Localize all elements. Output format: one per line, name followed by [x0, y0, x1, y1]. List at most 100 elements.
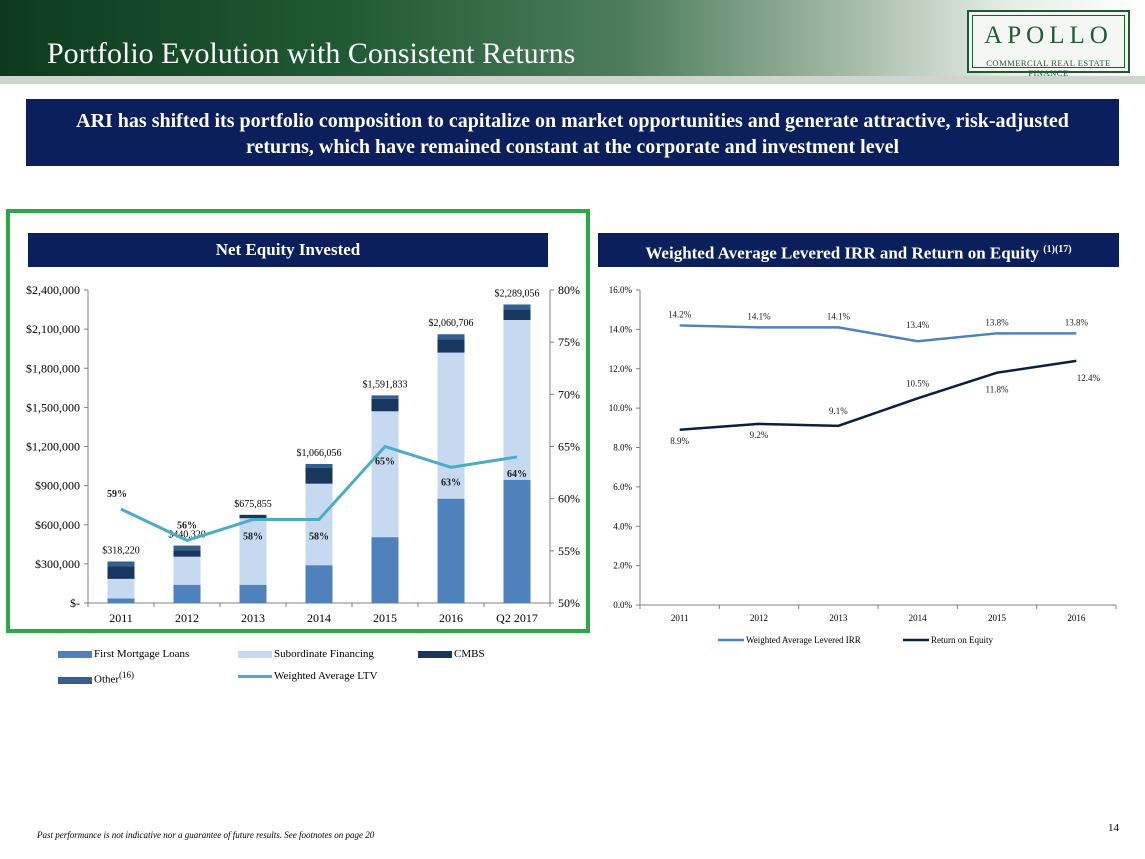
x-tick-label: 2013	[829, 613, 848, 623]
roe-label: 9.2%	[750, 430, 769, 440]
total-label: $318,220	[102, 545, 140, 556]
irr-roe-title-text: Weighted Average Levered IRR and Return …	[645, 243, 1040, 263]
title-divider	[0, 76, 1145, 84]
y-tick-label: $900,000	[35, 479, 80, 493]
page-title: Portfolio Evolution with Consistent Retu…	[47, 37, 576, 70]
x-tick-label: 2014	[307, 611, 331, 625]
logo-tagline: COMMERCIAL REAL ESTATE FINANCE	[986, 58, 1111, 78]
irr-roe-title: Weighted Average Levered IRR and Return …	[598, 233, 1119, 267]
bar-first-mortgage	[173, 584, 201, 603]
ltv-label: 58%	[309, 532, 329, 543]
total-label: $2,060,706	[429, 318, 474, 329]
y-tick-label: $2,400,000	[26, 283, 80, 297]
ltv-line	[120, 444, 518, 543]
legend-other: Other(16)	[58, 670, 134, 686]
legend-swatch	[58, 650, 92, 658]
y-tick-label: 8.0%	[613, 443, 632, 453]
bar-other	[173, 545, 201, 551]
legend-swatch	[418, 650, 452, 658]
legend-label: Weighted Average LTV	[274, 670, 378, 682]
roe-label: 11.8%	[986, 385, 1009, 395]
y-tick-label: $1,500,000	[26, 400, 80, 414]
bar-first-mortgage	[503, 479, 531, 603]
bar-cmbs	[371, 398, 399, 412]
irr-line	[679, 324, 1077, 343]
roe-line	[679, 359, 1077, 432]
bar-cmbs	[305, 468, 333, 484]
logo-wordmark: APOLLO	[984, 22, 1113, 49]
irr-roe-chart: 0.0% 2.0% 4.0% 6.0% 8.0% 10.0% 12.0% 14.0% 16.0%…	[609, 285, 1117, 645]
y-tick-label: $1,800,000	[26, 361, 80, 375]
bar-subordinate	[173, 556, 201, 585]
bar-subordinate	[371, 411, 399, 538]
y-tick-label: 12.0%	[609, 364, 633, 374]
x-tick-label: 2011	[109, 611, 133, 625]
bar-cmbs	[437, 339, 465, 353]
footnote: Past performance is not indicative nor a…	[37, 830, 375, 840]
x-tick-label: 2016	[1067, 613, 1086, 623]
logo-frame: APOLLO COMMERCIAL REAL ESTATE FINANCE	[972, 15, 1125, 78]
summary-banner: ARI has shifted its portfolio compositio…	[26, 99, 1119, 166]
legend-footnote: (16)	[119, 670, 135, 680]
x-tick-label: 2016	[439, 611, 463, 625]
bar-other	[371, 395, 399, 399]
ltv-label: 64%	[507, 469, 527, 480]
y-tick-label: 0.0%	[613, 600, 632, 610]
legend-label: First Mortgage Loans	[94, 648, 190, 660]
legend-cmbs: CMBS	[418, 648, 485, 660]
y2-tick-label: 55%	[558, 544, 580, 558]
y2-tick-label: 70%	[558, 387, 580, 401]
x-tick-label: Q2 2017	[496, 611, 538, 625]
ltv-label: 56%	[177, 520, 197, 531]
bar-subordinate	[107, 578, 135, 599]
ltv-label: 59%	[107, 489, 127, 500]
total-label: $1,066,056	[297, 448, 342, 459]
legend-subordinate: Subordinate Financing	[238, 648, 374, 660]
legend-label: CMBS	[454, 648, 485, 660]
bar-subordinate	[503, 319, 531, 480]
y-tick-label: $-	[70, 596, 80, 610]
y-tick-label: $2,100,000	[26, 322, 80, 336]
y2-tick-label: 50%	[558, 596, 580, 610]
x-tick-label: 2013	[241, 611, 265, 625]
irr-label: 14.1%	[827, 311, 851, 321]
bar-cmbs	[503, 309, 531, 320]
apollo-logo: APOLLO COMMERCIAL REAL ESTATE FINANCE	[967, 10, 1130, 78]
y2-tick-label: 65%	[558, 440, 580, 454]
bar-first-mortgage	[107, 598, 135, 603]
bar-subordinate	[305, 483, 333, 566]
x-tick-label: 2014	[909, 613, 928, 623]
bar-other	[437, 334, 465, 340]
bar-cmbs	[107, 566, 135, 579]
irr-roe-title-footnote: (1)(17)	[1043, 244, 1072, 255]
ltv-label: 65%	[375, 457, 395, 468]
legend-roe-label: Return on Equity	[931, 635, 993, 645]
legend-first-mortgage: First Mortgage Loans	[58, 648, 189, 660]
x-tick-label: 2012	[750, 613, 768, 623]
bar-other	[107, 561, 135, 567]
y-tick-label: 6.0%	[613, 482, 632, 492]
y-tick-label: 16.0%	[609, 285, 633, 295]
ltv-label: 63%	[441, 477, 461, 488]
legend-swatch	[238, 650, 272, 658]
roe-label: 8.9%	[670, 436, 689, 446]
irr-label: 13.4%	[906, 320, 930, 330]
legend-ltv: Weighted Average LTV	[238, 670, 378, 682]
total-label: $2,289,056	[495, 288, 540, 299]
legend-swatch	[58, 676, 92, 684]
legend-swatch	[238, 674, 272, 678]
y2-tick-label: 75%	[558, 335, 580, 349]
total-label: $440,320	[168, 530, 206, 541]
bar-first-mortgage	[239, 584, 267, 603]
highlight-frame	[6, 209, 590, 633]
irr-label: 14.2%	[668, 309, 692, 319]
x-tick-label: 2012	[175, 611, 199, 625]
bar-subordinate	[437, 352, 465, 499]
irr-label: 14.1%	[747, 311, 771, 321]
ltv-label: 58%	[243, 532, 263, 543]
y-tick-label: 14.0%	[609, 324, 633, 334]
header-bar	[0, 0, 1145, 76]
total-label: $1,591,833	[363, 379, 408, 390]
net-equity-chart: $- $300,000 $600,000 $900,000 $1,200,000 $1,5…	[26, 283, 580, 625]
x-tick-label: 2015	[988, 613, 1007, 623]
